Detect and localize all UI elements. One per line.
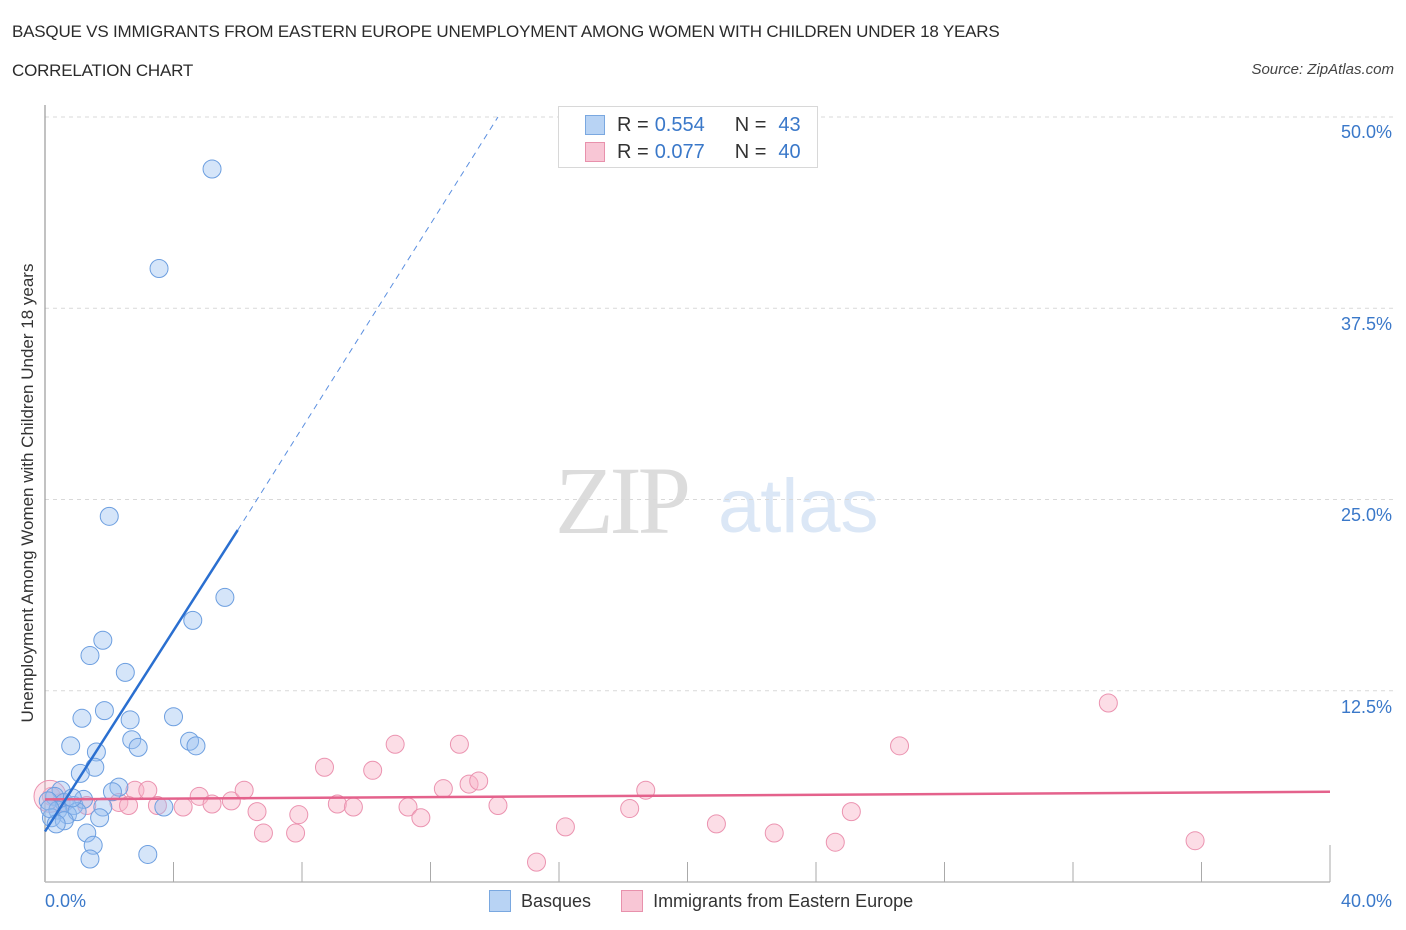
basques-swatch-icon <box>585 115 605 135</box>
watermark-zip: ZIP <box>555 447 691 554</box>
y-tick-50: 50.0% <box>1340 122 1392 142</box>
x-tick-40: 40.0% <box>1340 891 1392 911</box>
basques-points <box>38 159 235 869</box>
trend-lines <box>43 116 1331 833</box>
y-tick-12-5: 12.5% <box>1340 697 1392 717</box>
legend-row-basques: R = 0.554 N = 43 <box>585 113 801 137</box>
series-legend: Basques Immigrants from Eastern Europe <box>489 890 943 912</box>
y-tick-25: 25.0% <box>1340 505 1392 525</box>
immigrants-points <box>33 693 1205 872</box>
immigrants-swatch-icon <box>585 142 605 162</box>
source-label: Source: ZipAtlas.com <box>1251 61 1394 78</box>
immigrants-swatch-icon <box>621 890 644 912</box>
r-label: R = <box>617 113 649 136</box>
basques-swatch-icon <box>489 890 511 912</box>
chart-title: BASQUE VS IMMIGRANTS FROM EASTERN EUROPE… <box>12 22 1000 41</box>
legend-label-basques: Basques <box>521 890 592 911</box>
y-tick-37-5: 37.5% <box>1340 314 1392 334</box>
watermark-atlas: atlas <box>718 464 879 549</box>
immigrants-r-value: 0.077 <box>654 140 705 163</box>
axes <box>44 105 1331 883</box>
grid-lines <box>45 116 1395 692</box>
legend-item-immigrants[interactable]: Immigrants from Eastern Europe <box>621 890 913 912</box>
chart-subtitle: CORRELATION CHART <box>12 61 194 80</box>
r-label: R = <box>617 140 649 163</box>
legend-label-immigrants: Immigrants from Eastern Europe <box>653 890 914 911</box>
x-tick-0: 0.0% <box>45 891 87 911</box>
n-label: N = <box>734 140 767 163</box>
basques-n-value: 43 <box>778 113 801 136</box>
immigrants-n-value: 40 <box>778 140 801 163</box>
basques-r-value: 0.554 <box>654 113 705 136</box>
y-axis-label: Unemployment Among Women with Children U… <box>18 263 37 723</box>
n-label: N = <box>734 113 767 136</box>
legend-item-basques[interactable]: Basques <box>489 890 591 912</box>
correlation-legend: R = 0.554 N = 43 R = 0.077 N = 40 <box>558 106 818 168</box>
legend-row-immigrants: R = 0.077 N = 40 <box>585 140 801 164</box>
